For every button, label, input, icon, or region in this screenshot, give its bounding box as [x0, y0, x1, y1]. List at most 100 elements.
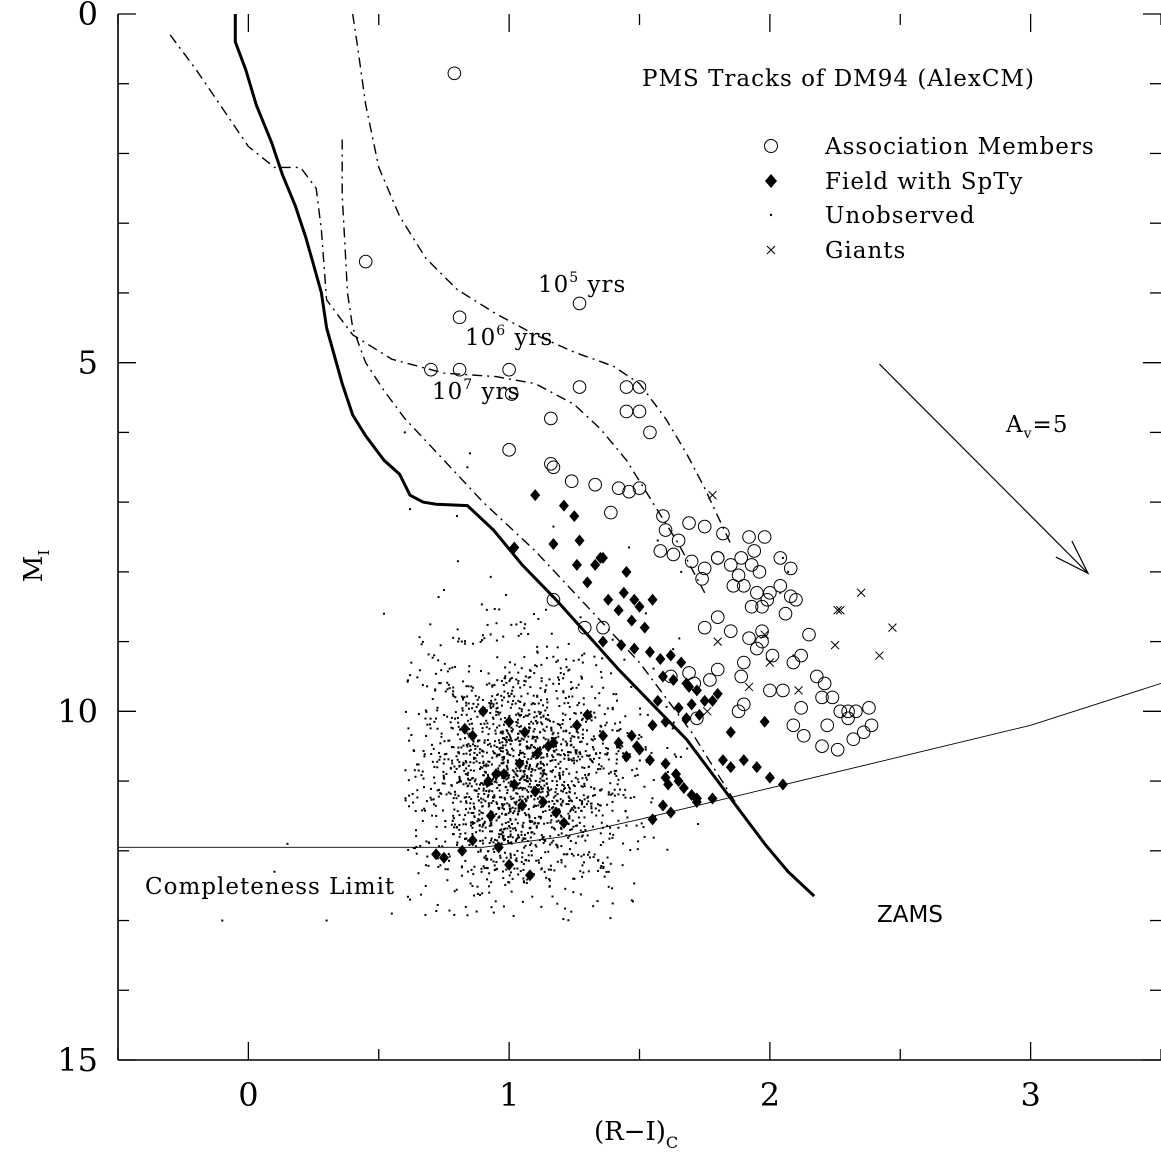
- unobserved-point: [509, 842, 511, 844]
- unobserved-point: [573, 784, 575, 786]
- unobserved-point: [494, 864, 496, 866]
- unobserved-point: [440, 669, 442, 671]
- unobserved-point: [542, 774, 544, 776]
- unobserved-point: [610, 771, 612, 773]
- unobserved-point: [549, 720, 551, 722]
- unobserved-point: [550, 770, 552, 772]
- unobserved-point: [565, 834, 567, 836]
- unobserved-point: [583, 653, 585, 655]
- y-tick-label: 10: [57, 692, 98, 730]
- unobserved-point: [579, 822, 581, 824]
- unobserved-point: [521, 839, 523, 841]
- association-member-point: [547, 461, 560, 474]
- unobserved-point: [430, 753, 432, 755]
- unobserved-point: [509, 680, 511, 682]
- unobserved-point: [592, 795, 594, 797]
- unobserved-point: [505, 822, 507, 824]
- unobserved-point: [475, 831, 477, 833]
- field-spty-point: [674, 702, 684, 714]
- unobserved-point: [493, 684, 495, 686]
- unobserved-point: [454, 824, 456, 826]
- field-spty-point: [726, 726, 736, 738]
- unobserved-point: [416, 853, 418, 855]
- y-tick-label: 0: [78, 0, 98, 33]
- unobserved-point: [498, 808, 500, 810]
- unobserved-point: [495, 714, 497, 716]
- unobserved-point: [572, 891, 574, 893]
- unobserved-point: [453, 809, 455, 811]
- unobserved-point: [509, 671, 511, 673]
- unobserved-point: [469, 452, 471, 454]
- unobserved-point: [464, 838, 466, 840]
- unobserved-point: [519, 701, 521, 703]
- unobserved-point: [498, 739, 500, 741]
- unobserved-point: [326, 920, 328, 922]
- unobserved-point: [533, 798, 535, 800]
- unobserved-point: [479, 768, 481, 770]
- unobserved-point: [545, 609, 547, 611]
- unobserved-point: [639, 713, 641, 715]
- unobserved-point: [469, 761, 471, 763]
- unobserved-point: [545, 684, 547, 686]
- unobserved-point: [645, 746, 647, 748]
- unobserved-point: [483, 637, 485, 639]
- unobserved-point: [650, 752, 652, 754]
- unobserved-point: [466, 793, 468, 795]
- field-spty-point: [616, 639, 626, 651]
- unobserved-point: [550, 760, 552, 762]
- unobserved-point: [516, 868, 518, 870]
- unobserved-point: [580, 855, 582, 857]
- unobserved-point: [537, 822, 539, 824]
- unobserved-point: [478, 799, 480, 801]
- unobserved-point: [518, 726, 520, 728]
- unobserved-point: [391, 913, 393, 915]
- unobserved-point: [408, 805, 410, 807]
- unobserved-point: [486, 878, 488, 880]
- unobserved-point: [499, 833, 501, 835]
- unobserved-point: [493, 703, 495, 705]
- unobserved-point: [424, 914, 426, 916]
- unobserved-point: [542, 728, 544, 730]
- unobserved-point: [488, 791, 490, 793]
- unobserved-point: [451, 746, 453, 748]
- unobserved-point: [600, 765, 602, 767]
- unobserved-point: [550, 819, 552, 821]
- unobserved-point: [579, 753, 581, 755]
- unobserved-point: [463, 753, 465, 755]
- unobserved-point: [657, 539, 659, 541]
- association-member-point: [842, 705, 855, 718]
- unobserved-point: [534, 822, 536, 824]
- unobserved-point: [448, 684, 450, 686]
- unobserved-point: [521, 667, 523, 669]
- unobserved-point: [534, 769, 536, 771]
- unobserved-point: [535, 757, 537, 759]
- association-member-point: [735, 670, 748, 683]
- unobserved-point: [581, 678, 583, 680]
- unobserved-point: [496, 727, 498, 729]
- unobserved-point: [667, 771, 669, 773]
- unobserved-point: [562, 739, 564, 741]
- unobserved-point: [590, 786, 592, 788]
- unobserved-point: [480, 811, 482, 813]
- unobserved-point: [569, 706, 571, 708]
- unobserved-point: [535, 860, 537, 862]
- unobserved-point: [523, 627, 525, 629]
- unobserved-point: [423, 750, 425, 752]
- unobserved-point: [787, 571, 789, 573]
- unobserved-point: [510, 727, 512, 729]
- unobserved-point: [492, 800, 494, 802]
- unobserved-point: [591, 811, 593, 813]
- unobserved-point: [507, 751, 509, 753]
- unobserved-point: [550, 865, 552, 867]
- unobserved-point: [562, 800, 564, 802]
- unobserved-point: [456, 844, 458, 846]
- unobserved-point: [577, 778, 579, 780]
- unobserved-point: [465, 702, 467, 704]
- unobserved-point: [630, 797, 632, 799]
- unobserved-point: [500, 747, 502, 749]
- unobserved-point: [573, 757, 575, 759]
- unobserved-point: [570, 751, 572, 753]
- unobserved-point: [527, 736, 529, 738]
- unobserved-point: [505, 813, 507, 815]
- unobserved-point: [498, 713, 500, 715]
